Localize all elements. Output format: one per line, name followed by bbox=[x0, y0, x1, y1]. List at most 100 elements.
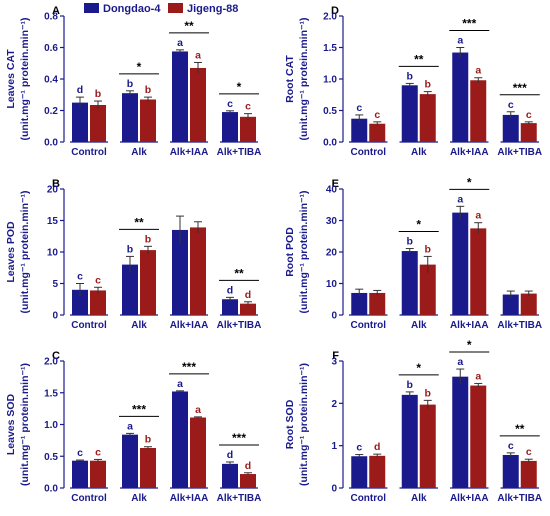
x-tick-label: Control bbox=[350, 147, 386, 158]
significance-stars: ** bbox=[134, 215, 144, 229]
y-tick-label: 0.8 bbox=[44, 12, 58, 23]
y-tick-label: 0.0 bbox=[44, 484, 58, 495]
bar-dongdao bbox=[452, 52, 469, 142]
significance-letter: a bbox=[457, 35, 463, 47]
significance-letter: b bbox=[407, 379, 413, 391]
bar-jigeng bbox=[90, 104, 106, 142]
legend: Dongdao-4 Jigeng-88 bbox=[84, 3, 238, 15]
y-axis-label: Root POD bbox=[284, 227, 296, 277]
significance-stars: *** bbox=[462, 17, 476, 31]
bar-dongdao bbox=[222, 112, 238, 142]
significance-letter: d bbox=[374, 441, 380, 453]
y-axis-label: Root SOD bbox=[284, 399, 296, 449]
significance-stars: *** bbox=[513, 81, 527, 95]
significance-stars: * bbox=[237, 80, 242, 94]
significance-stars: * bbox=[416, 361, 421, 375]
significance-letter: b bbox=[425, 79, 431, 91]
x-tick-label: Alk+TIBA bbox=[217, 493, 262, 504]
significance-stars: ** bbox=[515, 422, 525, 436]
significance-stars: * bbox=[467, 338, 472, 352]
x-tick-label: Alk+TIBA bbox=[217, 320, 262, 331]
y-tick-label: 5 bbox=[52, 279, 58, 290]
significance-letter: b bbox=[145, 233, 151, 245]
bar-dongdao bbox=[122, 93, 138, 142]
bar-jigeng bbox=[470, 385, 487, 488]
y-tick-label: 1.0 bbox=[323, 75, 337, 86]
y-axis-label: (unit.mg⁻¹ protein.min⁻¹) bbox=[298, 190, 310, 313]
bar-dongdao bbox=[401, 85, 418, 142]
significance-letter: d bbox=[227, 284, 233, 296]
y-tick-label: 0 bbox=[52, 311, 58, 322]
significance-letter: d bbox=[245, 289, 251, 301]
y-axis-label: Root CAT bbox=[284, 55, 296, 103]
bar-dongdao bbox=[502, 294, 519, 315]
bar-dongdao bbox=[122, 264, 138, 315]
significance-letter: a bbox=[127, 420, 133, 432]
significance-stars: *** bbox=[182, 360, 196, 374]
x-tick-label: Alk+IAA bbox=[170, 493, 209, 504]
bar-jigeng bbox=[240, 474, 256, 488]
significance-letter: c bbox=[77, 447, 83, 459]
significance-stars: *** bbox=[232, 431, 246, 445]
x-tick-label: Alk bbox=[131, 147, 147, 158]
significance-letter: c bbox=[508, 440, 514, 452]
panel-c: C Leaves SOD (unit.mg⁻¹ protein.min⁻¹) 0.0 0… bbox=[5, 350, 261, 504]
y-axis-label: Leaves CAT bbox=[5, 49, 17, 109]
panel-letter: D bbox=[331, 5, 339, 17]
bar-jigeng bbox=[90, 460, 106, 488]
legend-swatch-jigeng bbox=[168, 3, 183, 13]
x-tick-label: Control bbox=[71, 320, 107, 331]
bar-dongdao bbox=[72, 102, 88, 142]
significance-letter: b bbox=[425, 387, 431, 399]
bar-jigeng bbox=[140, 250, 156, 315]
bar-jigeng bbox=[520, 123, 537, 142]
significance-letter: b bbox=[127, 243, 133, 255]
panel-e: E Root POD (unit.mg⁻¹ protein.min⁻¹) 0 10 20 3… bbox=[284, 175, 542, 331]
y-axis-label: (unit.mg⁻¹ protein.min⁻¹) bbox=[298, 363, 310, 486]
bar-dongdao bbox=[222, 299, 238, 315]
y-tick-label: 0.4 bbox=[44, 75, 58, 86]
x-tick-label: Alk bbox=[131, 320, 147, 331]
significance-letter: c bbox=[95, 274, 101, 286]
x-tick-label: Alk+TIBA bbox=[497, 493, 542, 504]
significance-letter: b bbox=[407, 236, 413, 248]
x-tick-label: Alk+IAA bbox=[170, 147, 209, 158]
bar-dongdao bbox=[122, 434, 138, 488]
x-tick-label: Alk bbox=[411, 493, 427, 504]
panel-letter: F bbox=[332, 350, 339, 362]
significance-letter: b bbox=[407, 70, 413, 82]
panel-letter: E bbox=[332, 178, 339, 190]
significance-letter: c bbox=[77, 271, 83, 283]
bar-dongdao bbox=[172, 391, 188, 488]
panel-a: A Leaves CAT (unit.mg⁻¹ protein.min⁻¹) 0.0 0… bbox=[5, 5, 261, 158]
bar-jigeng bbox=[369, 455, 386, 488]
x-tick-label: Control bbox=[71, 493, 107, 504]
y-axis-label: (unit.mg⁻¹ protein.min⁻¹) bbox=[298, 17, 310, 140]
significance-letter: b bbox=[95, 88, 101, 100]
significance-letter: b bbox=[127, 78, 133, 90]
significance-letter: a bbox=[475, 210, 481, 222]
significance-stars: * bbox=[416, 218, 421, 232]
y-tick-label: 0.0 bbox=[323, 138, 337, 149]
x-tick-label: Control bbox=[350, 320, 386, 331]
panel-f: F Root SOD (unit.mg⁻¹ protein.min⁻¹) 0 1 2 3 Co… bbox=[284, 338, 542, 504]
bar-jigeng bbox=[140, 99, 156, 142]
significance-stars: ** bbox=[234, 266, 244, 280]
panel-d: D Root CAT (unit.mg⁻¹ protein.min⁻¹) 0.0 0.5… bbox=[284, 5, 542, 158]
y-axis-label: Leaves POD bbox=[5, 221, 17, 283]
bar-dongdao bbox=[172, 229, 188, 315]
x-tick-label: Alk+TIBA bbox=[497, 320, 542, 331]
significance-stars: * bbox=[467, 175, 472, 189]
significance-letter: a bbox=[457, 356, 463, 368]
significance-letter: c bbox=[227, 98, 233, 110]
significance-stars: ** bbox=[184, 19, 194, 33]
bar-jigeng bbox=[240, 303, 256, 315]
bar-jigeng bbox=[190, 417, 206, 488]
x-tick-label: Alk bbox=[131, 493, 147, 504]
bar-dongdao bbox=[401, 251, 418, 315]
y-tick-label: 15 bbox=[47, 216, 59, 227]
bar-jigeng bbox=[190, 67, 206, 142]
x-tick-label: Alk+IAA bbox=[450, 147, 489, 158]
y-tick-label: 0 bbox=[331, 311, 337, 322]
